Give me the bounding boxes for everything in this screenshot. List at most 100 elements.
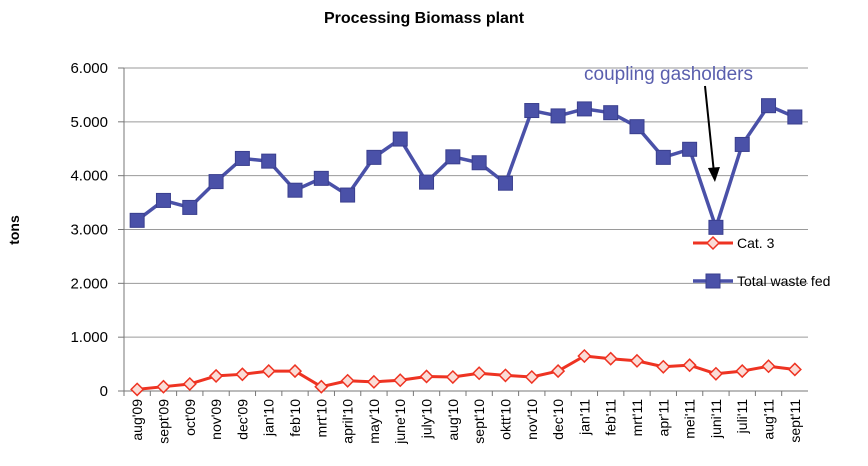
- data-point: [787, 109, 803, 125]
- data-point: [735, 364, 750, 379]
- legend-marker: [705, 235, 721, 251]
- series-layer: [129, 98, 803, 397]
- chart-title: Processing Biomass plant: [324, 10, 525, 27]
- x-tick-label: feb'10: [287, 399, 303, 437]
- data-point: [208, 174, 224, 190]
- x-tick-label: june'10: [392, 399, 408, 445]
- x-tick-label: oktt'10: [497, 399, 513, 440]
- series-line: [136, 103, 796, 230]
- data-point: [366, 374, 381, 389]
- annotation-arrow-shaft: [704, 85, 715, 173]
- data-point: [235, 367, 250, 382]
- x-tick-label: mrt'10: [313, 399, 329, 438]
- x-tick-label: apr'11: [655, 399, 671, 437]
- x-tick-label: aug'11: [761, 399, 777, 440]
- x-tick-label: sept'10: [471, 399, 487, 444]
- data-point: [130, 382, 145, 397]
- series-line: [137, 354, 796, 391]
- data-point: [261, 153, 277, 169]
- x-tick-label: juli'11: [734, 399, 750, 435]
- data-point: [550, 108, 566, 124]
- y-tick-label: 0: [100, 383, 108, 400]
- data-point: [445, 149, 461, 165]
- x-tick-label: dec'09: [234, 399, 250, 440]
- data-point: [603, 105, 619, 121]
- data-point: [156, 379, 171, 394]
- x-tick-label: nov'10: [524, 399, 540, 440]
- x-tick-label: juni'11: [708, 399, 724, 439]
- data-point: [234, 150, 250, 166]
- data-point: [155, 192, 171, 208]
- y-tick-label: 4.000: [70, 168, 108, 185]
- legend-label: Cat. 3: [737, 235, 775, 251]
- data-point: [761, 359, 776, 374]
- data-point: [340, 187, 356, 203]
- data-point: [314, 379, 329, 394]
- annotation-arrow-head: [707, 167, 720, 182]
- x-tick-label: sept'09: [155, 399, 171, 444]
- x-tick-label: oct'09: [182, 399, 198, 436]
- y-tick-label: 5.000: [70, 114, 108, 131]
- x-tick-label: jan'11: [576, 399, 592, 436]
- data-point: [682, 141, 698, 157]
- legend-marker: [705, 273, 721, 289]
- y-tick-label: 3.000: [70, 222, 108, 239]
- data-point: [419, 369, 434, 384]
- x-tick-label: april'10: [340, 399, 356, 444]
- annotation-text: coupling gasholders: [584, 64, 753, 85]
- y-tick-label: 1.000: [70, 329, 108, 346]
- data-point: [498, 368, 513, 383]
- y-tick-label: 2.000: [70, 275, 108, 292]
- data-point: [682, 358, 697, 373]
- data-point: [603, 351, 618, 366]
- data-point: [182, 199, 198, 215]
- x-tick-label: jan'10: [261, 399, 277, 437]
- data-point: [392, 131, 408, 147]
- data-point: [577, 348, 592, 364]
- data-point: [551, 364, 566, 379]
- data-point: [629, 353, 645, 368]
- data-point: [340, 373, 355, 388]
- series-1: [130, 348, 802, 397]
- data-point: [708, 366, 723, 381]
- x-tick-label: mrt'11: [629, 399, 645, 437]
- y-axis-label: tons: [6, 215, 22, 245]
- legend-label: Total waste fed: [737, 273, 830, 289]
- data-point: [366, 149, 382, 165]
- legend: Cat. 3 Total waste fed: [693, 235, 830, 289]
- series-2: [129, 98, 803, 235]
- data-point: [629, 119, 645, 135]
- gridlines: [124, 67, 808, 338]
- data-point: [471, 155, 487, 171]
- data-point: [497, 175, 513, 191]
- y-axis-ticks: 0 1.000 2.000 3.000 4.000 5.000 6.000: [70, 60, 124, 400]
- data-point: [313, 170, 329, 186]
- data-point: [287, 364, 303, 379]
- x-tick-label: dec'10: [550, 399, 566, 440]
- x-tick-label: sept'11: [787, 399, 803, 443]
- data-point: [734, 136, 750, 152]
- data-point: [524, 103, 540, 119]
- data-point: [708, 219, 724, 235]
- x-tick-label: aug'09: [129, 399, 145, 441]
- y-tick-label: 6.000: [70, 60, 108, 77]
- x-axis-ticks: aug'09 sept'09 oct'09 nov'09 dec'09 jan'10 feb…: [123, 391, 803, 445]
- data-point: [287, 182, 303, 198]
- annotation: coupling gasholders: [584, 64, 753, 182]
- data-point: [419, 174, 435, 190]
- data-point: [761, 98, 777, 114]
- x-tick-label: nov'09: [208, 399, 224, 440]
- data-point: [393, 373, 408, 388]
- data-point: [182, 376, 197, 392]
- data-point: [209, 368, 224, 383]
- data-point: [472, 366, 487, 381]
- data-point: [445, 369, 460, 385]
- x-tick-label: july'10: [419, 399, 435, 439]
- data-point: [261, 364, 276, 379]
- data-point: [656, 359, 671, 374]
- x-tick-label: aug'10: [445, 399, 461, 441]
- data-point: [524, 369, 539, 385]
- x-tick-label: feb'11: [603, 399, 619, 436]
- data-point: [655, 149, 671, 165]
